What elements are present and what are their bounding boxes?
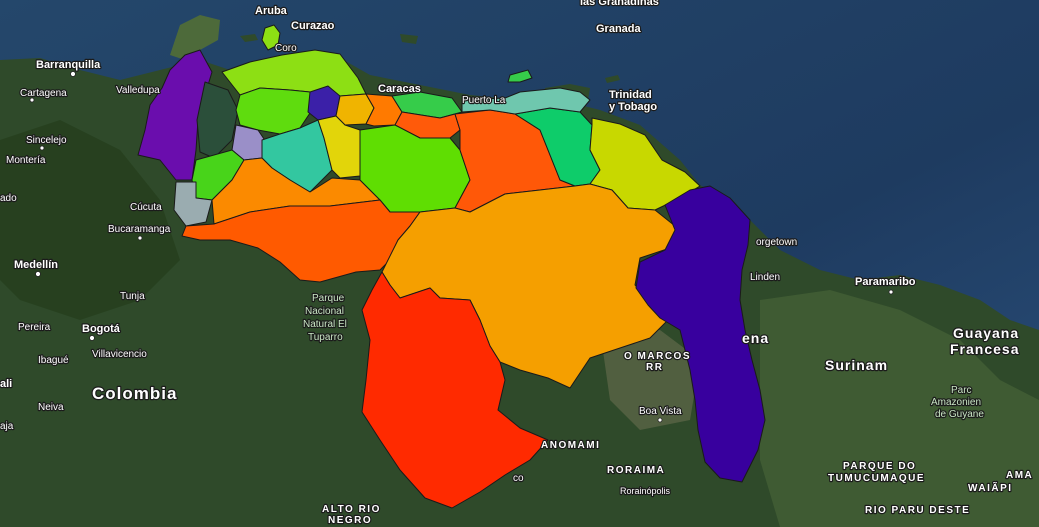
label-cucuta: Cúcuta — [130, 202, 162, 213]
label-sincelejo: Sincelejo — [26, 135, 67, 146]
label-edge-ado: ado — [0, 193, 17, 204]
marker-bucaramanga — [137, 235, 143, 241]
aruba-island — [261, 24, 281, 51]
landmass-texture-east — [760, 290, 1039, 527]
state-zulia[interactable] — [137, 49, 213, 181]
state-sucre[interactable] — [461, 87, 591, 115]
label-linden: Linden — [750, 272, 780, 283]
lake-maracaibo — [196, 81, 239, 159]
label-tumucumaque-1: PARQUE DO — [843, 461, 916, 472]
label-coro: Coro — [275, 43, 297, 54]
label-tumucumaque-2: TUMUCUMAQUE — [828, 473, 925, 484]
label-surinam: Surinam — [825, 357, 888, 373]
label-barranquilla: Barranquilla — [36, 59, 101, 71]
label-parque-2: Nacional — [305, 306, 344, 317]
marker-paramaribo — [888, 289, 894, 295]
label-yanomami: ANOMAMI — [541, 440, 600, 451]
label-bogota: Bogotá — [82, 323, 121, 335]
label-trinidad-2: y Tobago — [609, 101, 657, 113]
label-boa-vista: Boa Vista — [639, 406, 682, 417]
label-alto-rio-2: NEGRO — [328, 515, 372, 526]
state-tachira[interactable] — [173, 181, 213, 227]
state-amazonas[interactable] — [361, 271, 549, 509]
label-rio-paru: RIO PARU DESTE — [865, 505, 970, 516]
venezuela-states — [137, 49, 766, 509]
label-parc-1: Parc — [951, 385, 972, 396]
label-parc-2: Amazonien — [931, 397, 981, 408]
label-neiva: Neiva — [38, 402, 64, 413]
label-cartagena: Cartagena — [20, 88, 67, 99]
label-edge-aja: aja — [0, 421, 14, 432]
label-parque-1: Parque — [312, 293, 345, 304]
label-colombia: Colombia — [92, 384, 177, 403]
label-medellin: Medellín — [14, 259, 58, 271]
label-ibague: Ibagué — [38, 355, 69, 366]
label-pereira: Pereira — [18, 322, 51, 333]
label-waiapi: WAIÃPI — [968, 481, 1013, 494]
label-trinidad-1: Trinidad — [609, 89, 652, 101]
label-parque-3: Natural El — [303, 319, 347, 330]
bonaire-island — [400, 34, 418, 44]
marker-bogota — [89, 335, 95, 341]
marker-barranquilla — [70, 71, 76, 77]
label-curazao: Curazao — [291, 20, 335, 32]
label-monteria: Montería — [6, 155, 46, 166]
label-guayana-francesa-2: Francesa — [950, 341, 1019, 357]
curacao-island — [240, 34, 258, 42]
margarita-island — [507, 69, 533, 83]
label-edge-ali: ali — [0, 378, 12, 390]
label-parc-3: de Guyane — [935, 409, 984, 420]
label-georgetown: orgetown — [756, 237, 797, 248]
label-villavicencio: Villavicencio — [92, 349, 147, 360]
label-reco: co — [513, 473, 524, 484]
label-parque-4: Tuparro — [308, 332, 343, 343]
state-guayana-esequiba[interactable] — [635, 185, 766, 483]
label-marcos-1: O MARCOS — [624, 351, 691, 362]
label-alto-rio-1: ALTO RIO — [322, 504, 381, 515]
guajira-peninsula — [170, 15, 220, 60]
label-tunja: Tunja — [120, 291, 145, 302]
label-puerto-la-cruz: Puerto La — [462, 95, 506, 106]
label-granada: Granada — [596, 23, 642, 35]
label-guyana-partial: ena — [742, 330, 769, 346]
marker-medellin — [35, 271, 41, 277]
label-rorainopolis: Rorainópolis — [620, 486, 671, 496]
landmass-texture-north — [0, 120, 180, 320]
label-bucaramanga: Bucaramanga — [108, 224, 171, 235]
landmass-texture-brazil — [600, 330, 700, 430]
label-caracas: Caracas — [378, 83, 421, 95]
tobago-island — [605, 75, 620, 83]
marker-cartagena — [29, 97, 35, 103]
label-paramaribo: Paramaribo — [855, 276, 916, 288]
label-granadinas: las Granadinas — [580, 0, 659, 8]
label-guayana-francesa-1: Guayana — [953, 325, 1019, 341]
marker-boa-vista — [657, 417, 663, 423]
label-marcos-2: RR — [646, 362, 663, 373]
marker-sincelejo — [39, 145, 45, 151]
label-ama: AMA — [1006, 470, 1033, 481]
label-aruba: Aruba — [255, 5, 288, 17]
label-valledupar: Valledupa — [116, 85, 160, 96]
label-roraima: RORAIMA — [607, 465, 665, 476]
